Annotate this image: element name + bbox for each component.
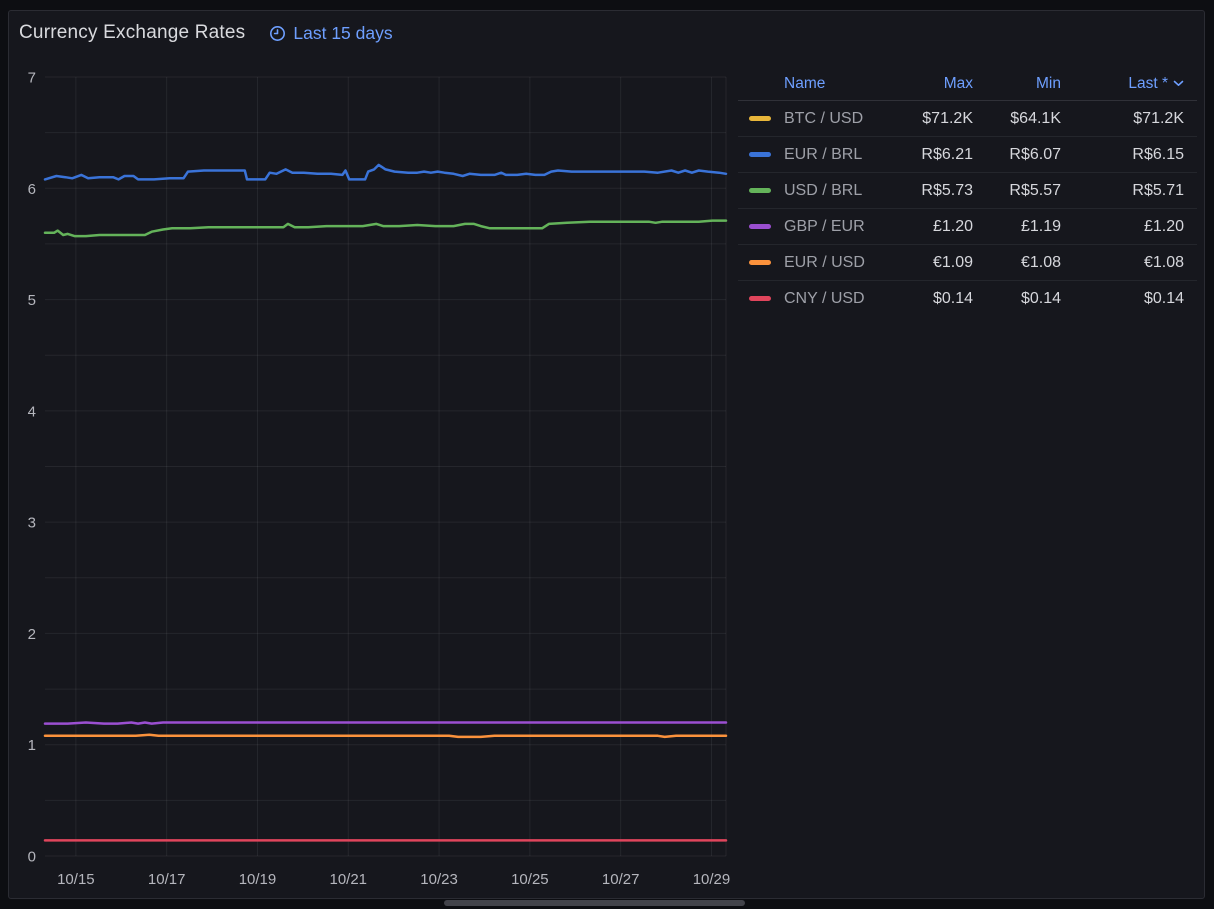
svg-text:10/25: 10/25 (511, 871, 549, 888)
series-name[interactable]: BTC / USD (784, 109, 864, 127)
series-last-value: $0.14 (1143, 289, 1184, 307)
chevron-down-icon (1173, 80, 1184, 86)
series-min-value: R$6.07 (1009, 145, 1061, 163)
legend-header-last-label: Last * (1128, 74, 1168, 92)
series-last-value: R$6.15 (1132, 145, 1184, 163)
svg-text:6: 6 (28, 181, 36, 198)
svg-text:10/27: 10/27 (602, 871, 640, 888)
svg-text:10/29: 10/29 (693, 871, 731, 888)
svg-text:5: 5 (28, 292, 36, 309)
clock-icon (270, 25, 286, 41)
svg-text:1: 1 (28, 737, 36, 754)
series-min-value: £1.19 (1020, 217, 1061, 235)
currency-exchange-rates-panel: Currency Exchange Rates Last 15 days 0 1 2… (8, 10, 1205, 899)
series-color-swatch (749, 116, 771, 121)
series-name[interactable]: USD / BRL (784, 181, 863, 199)
series-max-value: R$6.21 (921, 145, 973, 163)
svg-text:2: 2 (28, 626, 36, 643)
legend-header-swatch-spacer (749, 81, 771, 86)
time-range-link[interactable]: Last 15 days (269, 22, 393, 44)
legend-header-row: Name Max Min Last * (738, 67, 1197, 101)
series-color-swatch (749, 260, 771, 265)
svg-text:4: 4 (28, 403, 36, 420)
legend-rows: BTC / USD $71.2K $64.1K $71.2K EUR / BRL R$6.… (738, 101, 1197, 316)
series-max-value: R$5.73 (921, 181, 973, 199)
panel-title[interactable]: Currency Exchange Rates (19, 22, 246, 43)
series-color-swatch (749, 224, 771, 229)
series-name[interactable]: CNY / USD (784, 289, 865, 307)
time-series-chart[interactable]: 0 1 2 3 4 5 6 7 10/15 10/17 10/19 10/21 10/23 10/25 10… (9, 11, 769, 900)
legend-row[interactable]: EUR / BRL R$6.21 R$6.07 R$6.15 (738, 137, 1197, 173)
horizontal-scrollbar-thumb[interactable] (444, 900, 745, 906)
legend-header-last[interactable]: Last * (1061, 75, 1184, 93)
series-last-value: R$5.71 (1132, 181, 1184, 199)
legend-header-min[interactable]: Min (1036, 74, 1061, 92)
legend-header-name[interactable]: Name (784, 74, 826, 92)
series-max-value: €1.09 (932, 253, 973, 271)
series-color-swatch (749, 296, 771, 301)
series-min-value: R$5.57 (1009, 181, 1061, 199)
svg-text:10/21: 10/21 (329, 871, 367, 888)
legend-row[interactable]: GBP / EUR £1.20 £1.19 £1.20 (738, 209, 1197, 245)
svg-text:10/23: 10/23 (420, 871, 458, 888)
svg-text:7: 7 (28, 70, 36, 87)
series-max-value: $0.14 (932, 289, 973, 307)
series-min-value: $0.14 (1020, 289, 1061, 307)
legend-row[interactable]: CNY / USD $0.14 $0.14 $0.14 (738, 281, 1197, 316)
series-last-value: $71.2K (1133, 109, 1184, 127)
legend-row[interactable]: USD / BRL R$5.73 R$5.57 R$5.71 (738, 173, 1197, 209)
series-last-value: €1.08 (1143, 253, 1184, 271)
series-max-value: $71.2K (922, 109, 973, 127)
series-max-value: £1.20 (932, 217, 973, 235)
series-min-value: $64.1K (1010, 109, 1061, 127)
legend-row[interactable]: BTC / USD $71.2K $64.1K $71.2K (738, 101, 1197, 137)
panel-header: Currency Exchange Rates Last 15 days (9, 11, 1204, 55)
svg-text:0: 0 (28, 849, 36, 866)
series-last-value: £1.20 (1143, 217, 1184, 235)
time-range-label: Last 15 days (293, 22, 393, 43)
series-name[interactable]: EUR / USD (784, 253, 865, 271)
series-color-swatch (749, 152, 771, 157)
legend-table: Name Max Min Last * BTC / USD $71.2K $64.1… (738, 67, 1197, 316)
series-name[interactable]: EUR / BRL (784, 145, 863, 163)
svg-text:10/19: 10/19 (239, 871, 277, 888)
series-min-value: €1.08 (1020, 253, 1061, 271)
svg-text:3: 3 (28, 515, 36, 532)
series-color-swatch (749, 188, 771, 193)
legend-row[interactable]: EUR / USD €1.09 €1.08 €1.08 (738, 245, 1197, 281)
svg-text:10/15: 10/15 (57, 871, 95, 888)
legend-header-max[interactable]: Max (943, 74, 973, 92)
series-name[interactable]: GBP / EUR (784, 217, 865, 235)
svg-text:10/17: 10/17 (148, 871, 186, 888)
